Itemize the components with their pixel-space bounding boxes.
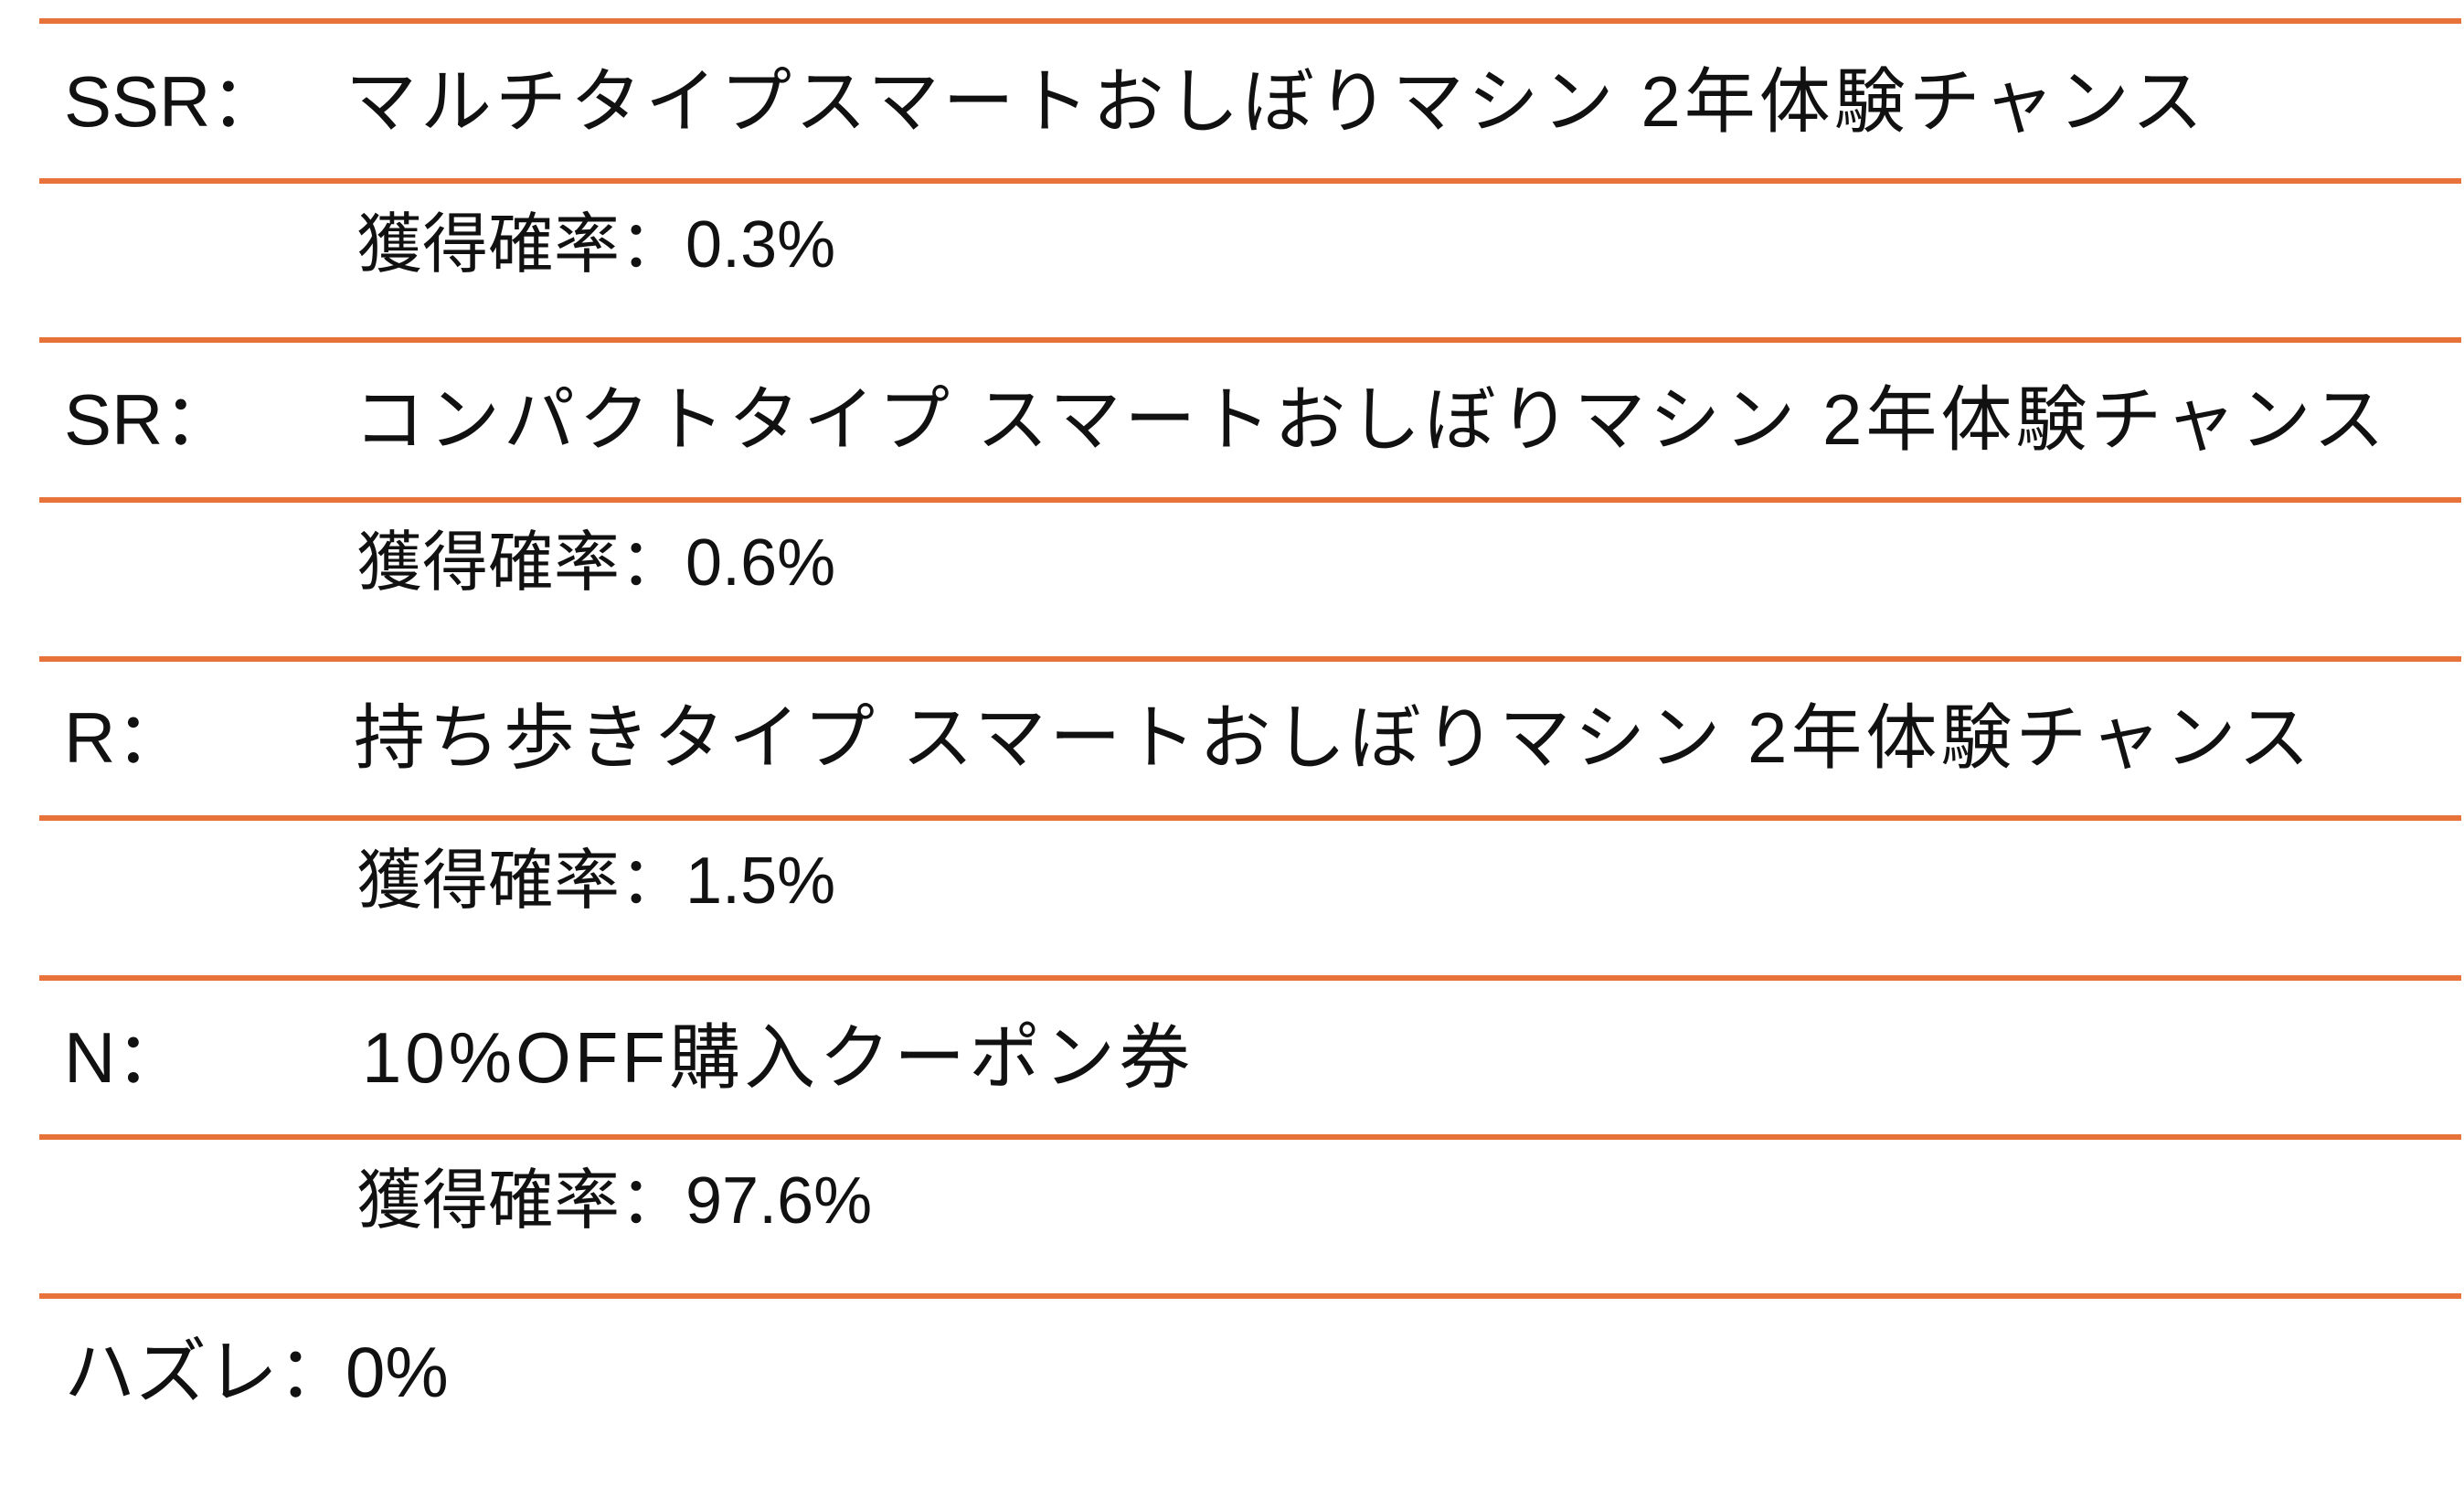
tier-rate-sr: 獲得確率：0.6% xyxy=(356,526,836,600)
miss-label: ハズレ： xyxy=(64,1332,350,1412)
tier-prize-sr: コンパクトタイプ スマートおしぼりマシン 2年体験チャンス xyxy=(354,379,2389,460)
divider xyxy=(39,178,2461,184)
divider xyxy=(39,1293,2461,1299)
divider xyxy=(39,497,2461,503)
tier-prize-r: 持ち歩きタイプ スマートおしぼりマシン 2年体験チャンス xyxy=(354,697,2314,778)
divider xyxy=(39,337,2461,343)
divider xyxy=(39,815,2461,821)
divider xyxy=(39,1134,2461,1140)
divider xyxy=(39,18,2461,24)
tier-label-r: R： xyxy=(64,697,187,778)
tier-label-sr: SR： xyxy=(64,379,235,460)
tier-label-ssr: SSR： xyxy=(64,61,282,142)
tier-label-n: N： xyxy=(64,1017,187,1098)
miss-rate: 0% xyxy=(345,1332,449,1412)
tier-prize-n: 10%OFF購入クーポン券 xyxy=(362,1017,1195,1098)
tier-rate-ssr: 獲得確率：0.3% xyxy=(356,208,836,282)
tier-rate-n: 獲得確率：97.6% xyxy=(356,1164,873,1238)
tier-prize-ssr: マルチタイプスマートおしぼりマシン 2年体験チャンス xyxy=(345,61,2207,142)
divider xyxy=(39,975,2461,981)
tier-rate-r: 獲得確率：1.5% xyxy=(356,845,836,918)
divider xyxy=(39,656,2461,662)
